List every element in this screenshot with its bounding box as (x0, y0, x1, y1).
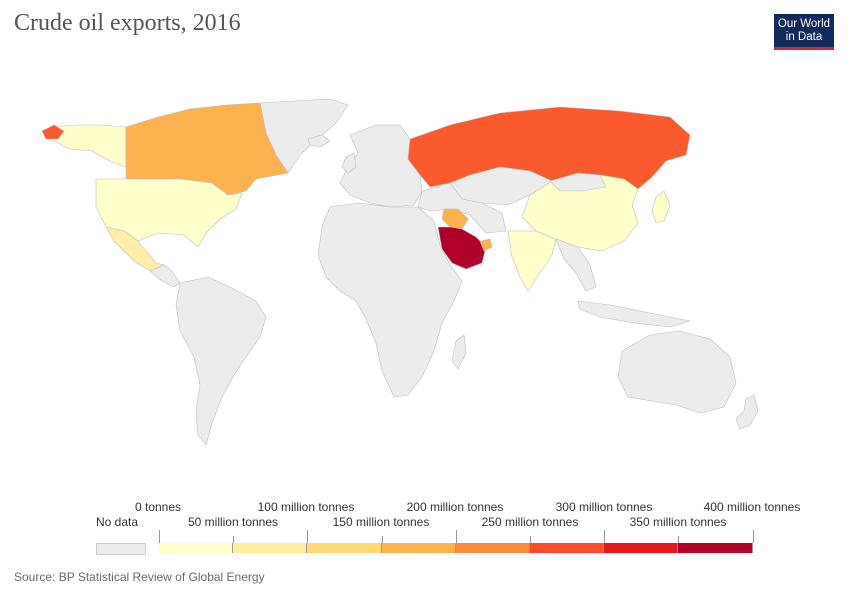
country-saudi-arabia[interactable] (437, 226, 487, 270)
legend-tick-1 (233, 536, 235, 543)
country-uae[interactable] (479, 238, 493, 252)
legend-tick-0 (159, 530, 160, 543)
country-uk[interactable] (341, 152, 357, 174)
legend-bin-4[interactable] (455, 543, 530, 553)
country-new-zealand[interactable] (735, 394, 759, 430)
region-africa[interactable] (317, 202, 463, 398)
legend-label-350m: 350 million tonnes (629, 515, 727, 529)
legend-tick-2 (307, 530, 309, 543)
legend-bin-1[interactable] (233, 543, 308, 553)
legend-label-50m: 50 million tonnes (187, 515, 279, 529)
no-data-label: No data (96, 515, 139, 529)
legend-tick-8 (752, 530, 754, 543)
no-data-swatch[interactable] (96, 543, 146, 555)
legend-label-400m: 400 million tonnes (703, 500, 801, 514)
legend-bin-7[interactable] (678, 543, 753, 553)
owid-logo[interactable]: Our World in Data (774, 14, 834, 50)
country-south-america[interactable] (175, 276, 267, 446)
legend-bin-3[interactable] (381, 543, 456, 553)
country-usa-alaska[interactable] (49, 124, 127, 168)
legend-label-150m: 150 million tonnes (332, 515, 430, 529)
legend-bin-2[interactable] (307, 543, 382, 553)
country-iceland[interactable] (307, 134, 331, 148)
world-map (41, 98, 759, 446)
source-note: Source: BP Statistical Review of Global … (14, 570, 265, 584)
legend-label-0: 0 tonnes (134, 500, 182, 514)
legend-label-250m: 250 million tonnes (481, 515, 579, 529)
legend: 0 tonnes 100 million tonnes 200 million … (0, 496, 850, 566)
legend-bin-6[interactable] (604, 543, 679, 553)
legend-bin-5[interactable] (530, 543, 605, 553)
logo-line-1: Our World (777, 18, 831, 30)
region-europe[interactable] (339, 124, 423, 208)
country-madagascar[interactable] (451, 334, 467, 370)
legend-label-200m: 200 million tonnes (406, 500, 504, 514)
legend-tick-4 (455, 530, 457, 543)
logo-line-2: in Data (785, 31, 823, 43)
country-mongolia[interactable] (549, 172, 607, 192)
country-australia[interactable] (617, 330, 737, 414)
legend-tick-5 (530, 536, 531, 543)
country-indonesia[interactable] (577, 300, 691, 328)
legend-bin-0[interactable] (159, 543, 234, 553)
region-southeast-asia[interactable] (555, 238, 597, 292)
legend-label-100m: 100 million tonnes (257, 500, 355, 514)
country-india[interactable] (507, 230, 557, 292)
country-russia[interactable] (407, 106, 691, 190)
legend-label-300m: 300 million tonnes (555, 500, 653, 514)
country-russia-west-tip[interactable] (41, 124, 65, 140)
legend-tick-3 (381, 536, 383, 543)
region-middle-east[interactable] (417, 182, 507, 234)
chart-title: Crude oil exports, 2016 (14, 10, 241, 36)
country-japan[interactable] (651, 190, 671, 224)
legend-tick-6 (604, 530, 606, 543)
legend-tick-7 (678, 536, 680, 543)
